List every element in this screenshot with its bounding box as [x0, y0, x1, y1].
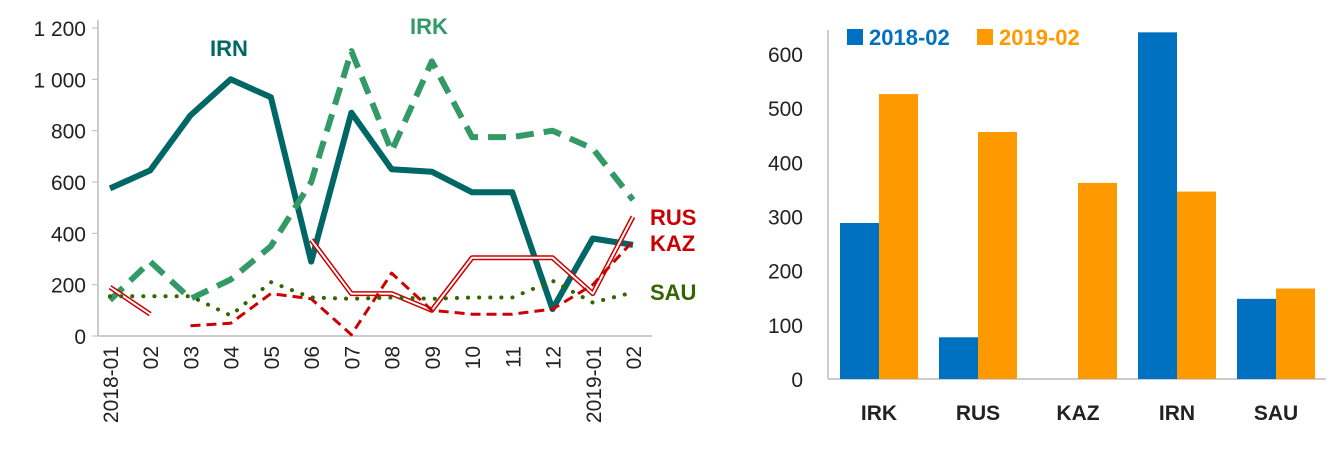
legend-swatch-2018-02 — [847, 29, 863, 45]
x-tick-label: IRK — [861, 402, 897, 425]
x-tick-label: 09 — [422, 346, 445, 369]
series-label-rus: RUS — [650, 205, 696, 230]
bar-2019-02-sau — [1276, 288, 1315, 379]
y-tick-label: 1 000 — [33, 69, 86, 92]
x-tick-label: 10 — [462, 346, 485, 369]
series-line-rus — [109, 286, 151, 316]
x-tick-label: 02 — [140, 346, 163, 369]
y-tick-label: 400 — [768, 152, 803, 175]
x-tick-label: 07 — [341, 346, 364, 369]
y-tick-label: 800 — [51, 121, 86, 144]
y-tick-label: 600 — [51, 172, 86, 195]
bar-2019-02-rus — [978, 132, 1017, 379]
series-line-rus — [310, 216, 634, 312]
x-tick-label: RUS — [956, 402, 1000, 425]
series-label-sau: SAU — [650, 280, 696, 305]
series-line-irk — [107, 48, 636, 303]
series-line-irn — [108, 76, 634, 313]
series-kaz — [190, 239, 635, 337]
x-tick-label: 2018-01 — [100, 346, 123, 423]
bar-2019-02-kaz — [1078, 182, 1117, 379]
x-tick-label: 12 — [543, 346, 566, 369]
bar-chart: 0 100 200 300 400 500 600 IRK RUS KAZ IRN SAU 2018-0… — [768, 25, 1326, 425]
x-tick-label: 11 — [502, 346, 525, 368]
y-tick-label: 200 — [51, 275, 86, 298]
bar-2018-02-sau — [1237, 298, 1276, 379]
bar-2018-02-irn — [1138, 32, 1177, 379]
bar-2019-02-irk — [879, 94, 918, 379]
series-line-sau — [108, 278, 635, 318]
x-tick-label: SAU — [1254, 402, 1298, 425]
series-label-irk: IRK — [410, 14, 448, 39]
bar-2018-02-irk — [840, 223, 879, 379]
y-tick-label: 600 — [768, 44, 803, 67]
bar-2018-02-rus — [939, 337, 978, 379]
x-tick-label: 08 — [382, 346, 405, 369]
x-tick-label: 03 — [180, 346, 203, 369]
series-label-kaz: KAZ — [650, 231, 695, 256]
x-tick-label: 05 — [261, 346, 284, 369]
series-line-kaz — [190, 239, 635, 337]
series-rus — [108, 215, 636, 317]
y-tick-label: 200 — [768, 261, 803, 284]
series-irn — [108, 76, 634, 313]
y-tick-label: 0 — [791, 369, 803, 392]
series-sau — [108, 278, 635, 318]
y-tick-label: 300 — [768, 207, 803, 230]
x-tick-label: 04 — [221, 346, 244, 370]
legend-label-2018-02: 2018-02 — [869, 25, 950, 50]
y-tick-label: 400 — [51, 223, 86, 246]
bar-2019-02-irn — [1177, 191, 1216, 379]
x-tick-label: IRN — [1159, 402, 1195, 425]
x-tick-label: 06 — [301, 346, 324, 369]
legend-label-2019-02: 2019-02 — [999, 25, 1080, 50]
x-tick-label: 2019-01 — [583, 346, 606, 423]
series-label-irn: IRN — [210, 36, 248, 61]
y-tick-label: 1 200 — [33, 18, 86, 41]
series-irk — [107, 48, 636, 303]
y-tick-label: 100 — [768, 315, 803, 338]
y-tick-label: 500 — [768, 98, 803, 121]
x-tick-label: KAZ — [1056, 402, 1099, 425]
series-line-rus — [309, 215, 636, 313]
line-chart: 0 200 400 600 800 1 000 1 200 2018-01 02 03 04 05 06… — [33, 14, 696, 423]
legend-swatch-2019-02 — [977, 29, 993, 45]
y-tick-label: 0 — [74, 326, 86, 349]
x-tick-label: 02 — [623, 346, 646, 369]
